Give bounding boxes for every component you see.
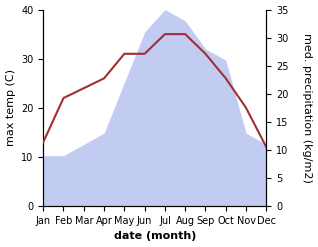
Y-axis label: max temp (C): max temp (C)	[5, 69, 16, 146]
X-axis label: date (month): date (month)	[114, 231, 196, 242]
Y-axis label: med. precipitation (kg/m2): med. precipitation (kg/m2)	[302, 33, 313, 183]
